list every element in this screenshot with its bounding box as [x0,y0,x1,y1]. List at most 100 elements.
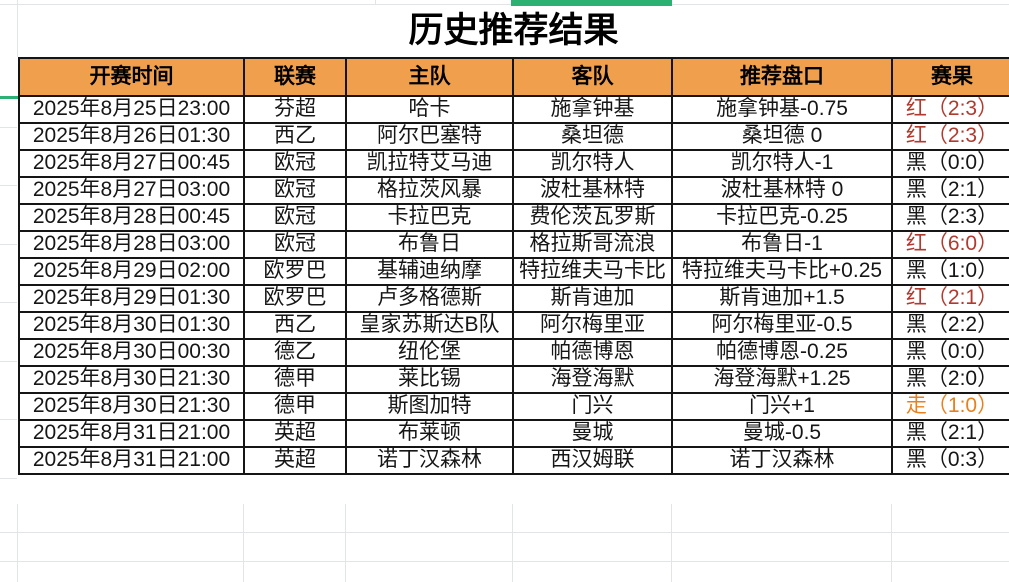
cell-away[interactable]: 特拉维夫马卡比 [512,257,673,286]
cell-result[interactable]: 黑（0:3） [891,446,1009,475]
header-away[interactable]: 客队 [512,57,673,97]
gridline [17,0,18,57]
cell-result[interactable]: 红（2:3） [891,122,1009,151]
table-row: 2025年8月29日01:30 欧罗巴 卢多格德斯 斯肯迪加 斯肯迪加+1.5 红（2:1… [18,284,1009,313]
cell-home[interactable]: 斯图加特 [345,392,514,421]
cell-home[interactable]: 纽伦堡 [345,338,514,367]
cell-home[interactable]: 莱比锡 [345,365,514,394]
cell-away[interactable]: 凯尔特人 [512,149,673,178]
cell-time[interactable]: 2025年8月29日01:30 [18,284,245,313]
cell-league[interactable]: 英超 [243,446,347,475]
page-title[interactable]: 历史推荐结果 [408,11,619,50]
cell-home[interactable]: 布莱顿 [345,419,514,448]
cell-away[interactable]: 曼城 [512,419,673,448]
cell-handicap[interactable]: 曼城-0.5 [671,419,893,448]
header-home[interactable]: 主队 [345,57,514,97]
cell-home[interactable]: 哈卡 [345,95,514,124]
cell-handicap[interactable]: 阿尔梅里亚-0.5 [671,311,893,340]
cell-time[interactable]: 2025年8月30日01:30 [18,311,245,340]
cell-home[interactable]: 诺丁汉森林 [345,446,514,475]
cell-handicap[interactable]: 门兴+1 [671,392,893,421]
cell-away[interactable]: 施拿钟基 [512,95,673,124]
cell-league[interactable]: 英超 [243,419,347,448]
cell-handicap[interactable]: 帕德博恩-0.25 [671,338,893,367]
table-row: 2025年8月30日21:30 德甲 莱比锡 海登海默 海登海默+1.25 黑（2:0） [18,365,1009,394]
cell-result[interactable]: 黑（0:0） [891,338,1009,367]
cell-result[interactable]: 红（6:0） [891,230,1009,259]
cell-home[interactable]: 皇家苏斯达B队 [345,311,514,340]
cell-time[interactable]: 2025年8月27日00:45 [18,149,245,178]
gridline [671,504,672,582]
cell-time[interactable]: 2025年8月30日00:30 [18,338,245,367]
cell-time[interactable]: 2025年8月28日00:45 [18,203,245,232]
header-result[interactable]: 赛果 [891,57,1009,97]
cell-away[interactable]: 帕德博恩 [512,338,673,367]
cell-time[interactable]: 2025年8月29日02:00 [18,257,245,286]
header-league[interactable]: 联赛 [243,57,347,97]
cell-result[interactable]: 黑（1:0） [891,257,1009,286]
cell-handicap[interactable]: 波杜基林特 0 [671,176,893,205]
cell-league[interactable]: 西乙 [243,311,347,340]
cell-time[interactable]: 2025年8月30日21:30 [18,392,245,421]
cell-handicap[interactable]: 诺丁汉森林 [671,446,893,475]
cell-time[interactable]: 2025年8月31日21:00 [18,419,245,448]
cell-time[interactable]: 2025年8月27日03:00 [18,176,245,205]
cell-home[interactable]: 凯拉特艾马迪 [345,149,514,178]
cell-league[interactable]: 欧冠 [243,176,347,205]
cell-handicap[interactable]: 特拉维夫马卡比+0.25 [671,257,893,286]
cell-home[interactable]: 基辅迪纳摩 [345,257,514,286]
cell-league[interactable]: 欧冠 [243,203,347,232]
cell-handicap[interactable]: 凯尔特人-1 [671,149,893,178]
cell-handicap[interactable]: 桑坦德 0 [671,122,893,151]
cell-handicap[interactable]: 卡拉巴克-0.25 [671,203,893,232]
cell-league[interactable]: 德乙 [243,338,347,367]
cell-league[interactable]: 欧冠 [243,149,347,178]
cell-home[interactable]: 卡拉巴克 [345,203,514,232]
cell-away[interactable]: 格拉斯哥流浪 [512,230,673,259]
cell-home[interactable]: 卢多格德斯 [345,284,514,313]
cell-league[interactable]: 欧冠 [243,230,347,259]
cell-result[interactable]: 黑（2:1） [891,419,1009,448]
cell-league[interactable]: 西乙 [243,122,347,151]
cell-result[interactable]: 红（2:3） [891,95,1009,124]
gridline [0,302,17,303]
cell-league[interactable]: 芬超 [243,95,347,124]
cell-home[interactable]: 阿尔巴塞特 [345,122,514,151]
cell-handicap[interactable]: 海登海默+1.25 [671,365,893,394]
cell-time[interactable]: 2025年8月26日01:30 [18,122,245,151]
cell-away[interactable]: 费伦茨瓦罗斯 [512,203,673,232]
cell-league[interactable]: 欧罗巴 [243,284,347,313]
cell-home[interactable]: 格拉茨风暴 [345,176,514,205]
cell-away[interactable]: 海登海默 [512,365,673,394]
cell-result[interactable]: 黑（2:1） [891,176,1009,205]
cell-away[interactable]: 西汉姆联 [512,446,673,475]
cell-time[interactable]: 2025年8月31日21:00 [18,446,245,475]
cell-away[interactable]: 桑坦德 [512,122,673,151]
gridline [0,4,1009,5]
cell-home[interactable]: 布鲁日 [345,230,514,259]
header-handicap[interactable]: 推荐盘口 [671,57,893,97]
cell-result[interactable]: 黑（2:0） [891,365,1009,394]
cell-away[interactable]: 斯肯迪加 [512,284,673,313]
header-time[interactable]: 开赛时间 [18,57,245,97]
cell-away[interactable]: 阿尔梅里亚 [512,311,673,340]
cell-result[interactable]: 黑（0:0） [891,149,1009,178]
cell-handicap[interactable]: 施拿钟基-0.75 [671,95,893,124]
cell-result[interactable]: 黑（2:3） [891,203,1009,232]
cell-result[interactable]: 走（1:0） [891,392,1009,421]
cell-league[interactable]: 德甲 [243,392,347,421]
cell-handicap[interactable]: 斯肯迪加+1.5 [671,284,893,313]
cell-handicap[interactable]: 布鲁日-1 [671,230,893,259]
table-row: 2025年8月28日00:45 欧冠 卡拉巴克 费伦茨瓦罗斯 卡拉巴克-0.25 黑（2:… [18,203,1009,232]
cell-away[interactable]: 门兴 [512,392,673,421]
cell-time[interactable]: 2025年8月28日03:00 [18,230,245,259]
cell-time[interactable]: 2025年8月25日23:00 [18,95,245,124]
cell-league[interactable]: 欧罗巴 [243,257,347,286]
gridline [0,561,1009,562]
gridline [0,419,17,420]
cell-result[interactable]: 黑（2:2） [891,311,1009,340]
cell-league[interactable]: 德甲 [243,365,347,394]
cell-time[interactable]: 2025年8月30日21:30 [18,365,245,394]
cell-away[interactable]: 波杜基林特 [512,176,673,205]
cell-result[interactable]: 红（2:1） [891,284,1009,313]
